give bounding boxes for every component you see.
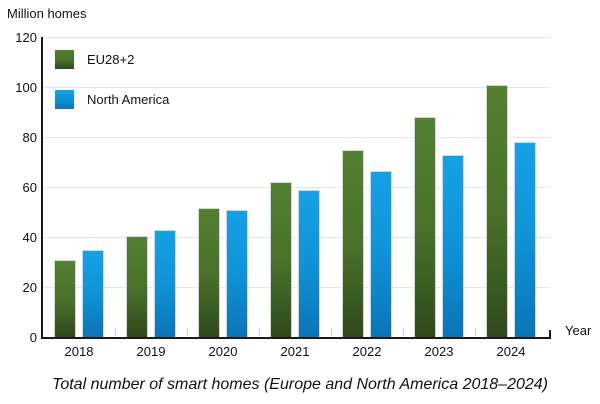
x-axis-end-tick [549,330,551,337]
bar-eu28-2-2020 [198,208,220,337]
legend: EU28+2 North America [55,50,169,130]
gridline-80 [43,137,550,138]
legend-swatch-eu28-2-icon [55,50,74,69]
x-axis-line [41,337,551,339]
bar-north-america-2023 [442,154,464,337]
x-axis-title: Year [565,323,592,338]
legend-label-north-america: North America [87,92,170,107]
bar-eu28-2-2018 [54,259,76,337]
y-tick-label-0: 0 [29,330,37,345]
x-axis-separator-tick-6 [475,329,476,336]
legend-label-eu28-2: EU28+2 [87,52,135,67]
bar-north-america-2024 [514,142,536,337]
x-axis-separator-tick-5 [403,329,404,336]
bar-eu28-2-2022 [342,149,364,337]
gridline-60 [43,187,550,188]
chart-caption: Total number of smart homes (Europe and … [52,376,548,393]
legend-item-eu28-2: EU28+2 [55,50,169,69]
x-axis-separator-tick-4 [331,329,332,336]
y-tick-label-100: 100 [15,80,37,95]
y-tick-label-120: 120 [15,30,37,45]
y-tick-label-40: 40 [22,230,37,245]
y-tick-label-20: 20 [22,280,37,295]
bar-north-america-2021 [298,189,320,337]
x-axis-separator-tick-3 [259,329,260,336]
y-axis-title: Million homes [7,6,87,21]
gridline-20 [43,287,550,288]
x-tick-label-2024: 2024 [496,344,526,359]
y-tick-label-60: 60 [22,180,37,195]
plot-area: EU28+2 North America [43,37,550,337]
gridline-40 [43,237,550,238]
bar-north-america-2018 [82,249,104,337]
x-axis-separator-tick-2 [187,329,188,336]
bar-north-america-2022 [370,170,392,337]
bar-north-america-2020 [226,209,248,337]
y-tick-label-80: 80 [22,130,37,145]
x-tick-label-2022: 2022 [352,344,382,359]
bar-eu28-2-2023 [414,117,436,337]
x-tick-label-2018: 2018 [64,344,94,359]
gridline-100 [43,87,550,88]
x-tick-label-2019: 2019 [136,344,166,359]
x-tick-label-2023: 2023 [424,344,454,359]
x-tick-label-2021: 2021 [280,344,310,359]
bar-eu28-2-2024 [486,84,508,337]
gridline-120 [43,37,550,38]
bar-eu28-2-2019 [126,235,148,337]
bar-eu28-2-2021 [270,182,292,337]
legend-swatch-north-america-icon [55,90,74,109]
x-tick-label-2020: 2020 [208,344,238,359]
x-axis-separator-tick-1 [115,329,116,336]
y-axis-line [41,37,43,339]
bar-north-america-2019 [154,229,176,337]
legend-item-north-america: North America [55,90,169,109]
